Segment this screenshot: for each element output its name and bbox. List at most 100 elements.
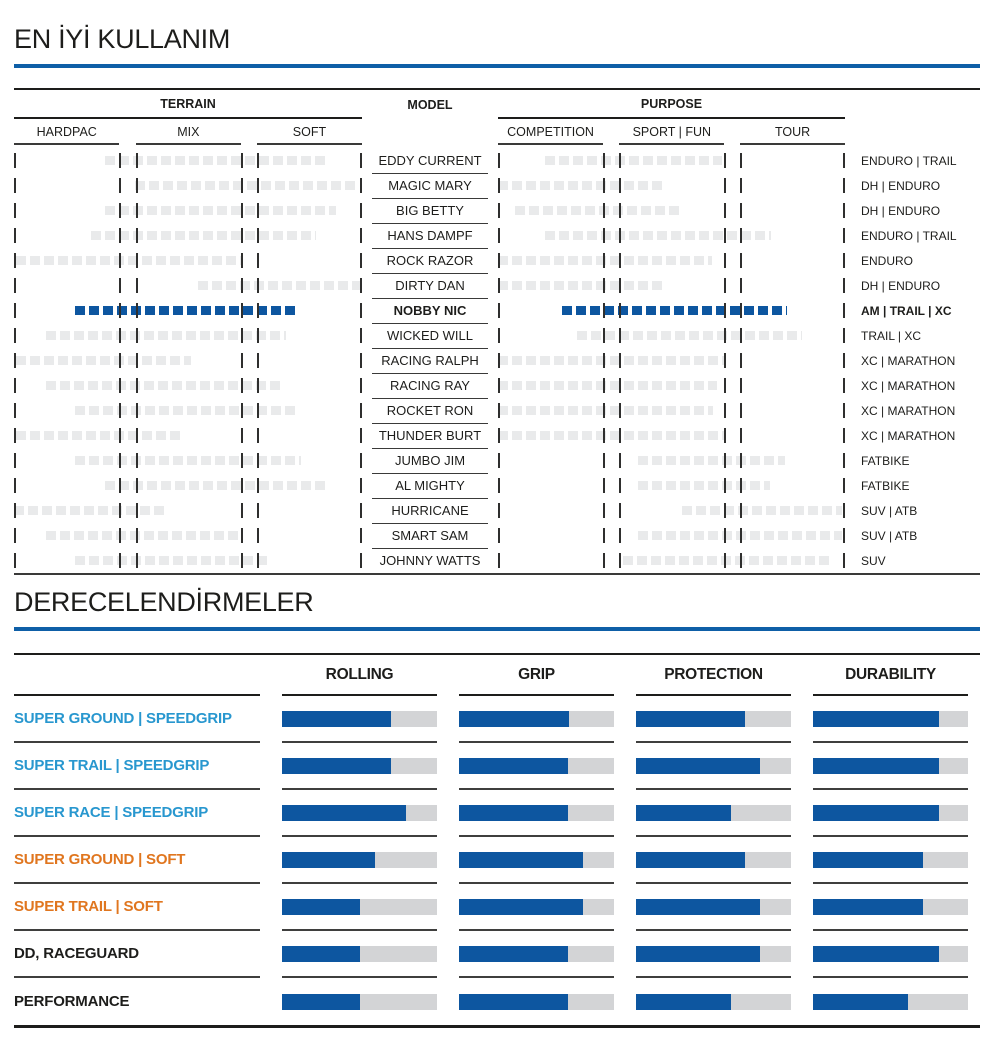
terrain-tick — [119, 553, 122, 568]
terrain-bar — [105, 156, 329, 165]
model-label: RACING RALPH — [372, 348, 488, 374]
purpose-tick — [619, 253, 622, 268]
purpose-bar — [577, 331, 802, 340]
terrain-bar — [16, 256, 241, 265]
terrain-tick — [135, 428, 138, 443]
rating-row: SUPER GROUND | SPEEDGRIP — [14, 696, 980, 743]
terrain-tick — [360, 553, 362, 568]
purpose-bar — [498, 381, 717, 390]
purpose-bar — [498, 181, 663, 190]
rating-bar-cell — [459, 837, 614, 884]
purpose-tick — [603, 428, 606, 443]
terrain-tick — [256, 203, 259, 218]
purpose-track — [498, 248, 845, 273]
rating-bar-cell — [282, 790, 437, 837]
terrain-tick — [360, 203, 362, 218]
terrain-tick — [14, 203, 16, 218]
usage-row: NOBBY NIC AM | TRAIL | XC — [14, 298, 980, 324]
title-rule-2 — [14, 627, 980, 631]
rating-bar-fill — [813, 710, 939, 727]
terrain-tick — [256, 478, 259, 493]
terrain-tick — [14, 153, 16, 168]
rating-bar-fill — [282, 804, 406, 821]
best-use-title: EN İYİ KULLANIM — [14, 24, 231, 54]
use-label: ENDURO — [861, 253, 914, 268]
rating-bar-cell — [636, 884, 791, 931]
terrain-tick — [135, 303, 138, 318]
terrain-tick — [240, 253, 243, 268]
terrain-bar — [105, 481, 329, 490]
rating-row-label-cell: PERFORMANCE — [14, 978, 260, 1025]
rating-bar-cell — [813, 743, 968, 790]
terrain-tick — [14, 178, 16, 193]
rating-row: SUPER RACE | SPEEDGRIP — [14, 790, 980, 837]
usage-row: BIG BETTY DH | ENDURO — [14, 198, 980, 224]
purpose-track — [498, 198, 845, 223]
usage-row: RACING RALPH XC | MARATHON — [14, 348, 980, 374]
rating-row-label: SUPER GROUND | SPEEDGRIP — [14, 710, 232, 727]
purpose-track — [498, 423, 845, 448]
purpose-tick — [603, 203, 606, 218]
purpose-tick — [603, 378, 606, 393]
rating-bar-fill — [282, 757, 391, 774]
purpose-tick — [843, 303, 845, 318]
purpose-tick — [619, 378, 622, 393]
purpose-tick — [843, 378, 845, 393]
purpose-tick — [843, 403, 845, 418]
terrain-tick — [360, 278, 362, 293]
rating-row-label-cell: SUPER GROUND | SOFT — [14, 837, 260, 884]
rating-bar — [282, 945, 437, 962]
purpose-tick — [843, 453, 845, 468]
terrain-bar — [75, 556, 271, 565]
purpose-tick — [843, 428, 845, 443]
terrain-tick — [240, 178, 243, 193]
terrain-tick — [135, 203, 138, 218]
rating-bar-fill — [459, 804, 568, 821]
purpose-tick — [619, 478, 622, 493]
group-header-row: TERRAIN MODEL PURPOSE — [14, 90, 980, 119]
terrain-bar — [198, 281, 361, 290]
purpose-tick — [603, 528, 606, 543]
purpose-tick — [724, 278, 727, 293]
terrain-track — [14, 523, 362, 548]
use-label: TRAIL | XC — [861, 328, 922, 343]
rating-bar — [813, 757, 968, 774]
terrain-bar — [91, 231, 316, 240]
rating-row-label-cell: SUPER RACE | SPEEDGRIP — [14, 790, 260, 837]
terrain-tick — [240, 553, 243, 568]
ratings-header-row: ROLLING GRIP PROTECTION DURABILITY — [14, 655, 980, 696]
terrain-tick — [240, 428, 243, 443]
terrain-tick — [360, 503, 362, 518]
usage-row: HANS DAMPF ENDURO | TRAIL — [14, 223, 980, 249]
rating-bar — [813, 851, 968, 868]
purpose-tick — [843, 253, 845, 268]
purpose-bar — [681, 506, 842, 515]
terrain-track — [14, 173, 362, 198]
model-label: AL MIGHTY — [372, 473, 488, 499]
terrain-tick — [119, 203, 122, 218]
terrain-tick — [14, 453, 16, 468]
terrain-tick — [119, 328, 122, 343]
terrain-tick — [240, 278, 243, 293]
purpose-tick — [619, 528, 622, 543]
purpose-tick — [498, 278, 500, 293]
rating-bar-cell — [459, 696, 614, 743]
use-group-header-spacer — [845, 90, 980, 119]
terrain-tick — [14, 403, 16, 418]
use-label: XC | MARATHON — [861, 403, 956, 418]
terrain-subheader-mix: MIX — [135, 121, 241, 145]
terrain-tick — [119, 353, 122, 368]
purpose-tick — [498, 453, 500, 468]
ratings-label-header — [14, 655, 260, 696]
terrain-tick — [256, 503, 259, 518]
rating-bar-fill — [813, 898, 924, 915]
use-label: DH | ENDURO — [861, 203, 941, 218]
usage-row: ROCKET RON XC | MARATHON — [14, 398, 980, 424]
terrain-track — [14, 198, 362, 223]
usage-row: AL MIGHTY FATBIKE — [14, 473, 980, 499]
purpose-tick — [724, 403, 727, 418]
terrain-tick — [240, 378, 243, 393]
usage-row: RACING RAY XC | MARATHON — [14, 373, 980, 399]
terrain-tick — [135, 528, 138, 543]
terrain-tick — [135, 553, 138, 568]
